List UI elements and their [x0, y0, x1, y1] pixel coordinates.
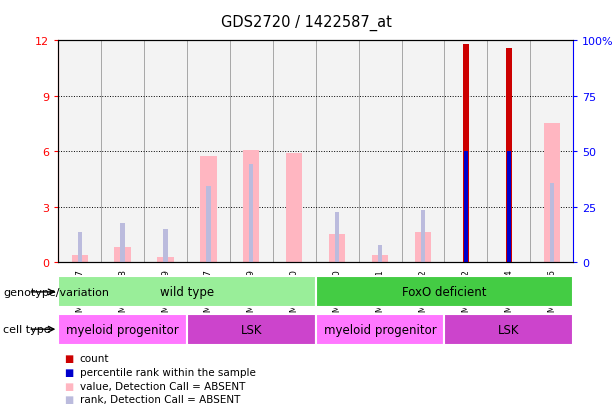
Bar	[359, 41, 402, 262]
Bar	[243, 151, 259, 262]
Bar	[316, 41, 359, 262]
Bar	[506, 152, 511, 262]
Bar	[463, 152, 468, 262]
Bar	[286, 154, 302, 262]
Text: GDS2720 / 1422587_at: GDS2720 / 1422587_at	[221, 14, 392, 31]
Bar	[444, 314, 573, 345]
Text: wild type: wild type	[160, 286, 214, 299]
Bar	[120, 223, 125, 262]
Text: ■: ■	[64, 367, 74, 377]
Text: ■: ■	[64, 381, 74, 391]
Bar	[415, 233, 431, 262]
Bar	[200, 157, 216, 262]
Text: ■: ■	[64, 394, 74, 404]
Bar	[378, 246, 383, 262]
Bar	[530, 41, 573, 262]
Bar	[58, 314, 187, 345]
Text: myeloid progenitor: myeloid progenitor	[324, 323, 436, 336]
Text: percentile rank within the sample: percentile rank within the sample	[80, 367, 256, 377]
Bar	[206, 187, 211, 262]
Text: FoxO deficient: FoxO deficient	[402, 286, 487, 299]
Bar	[544, 124, 560, 262]
Bar	[316, 314, 444, 345]
Bar	[329, 235, 345, 262]
Bar	[549, 183, 554, 262]
Bar	[144, 41, 187, 262]
Bar	[335, 213, 340, 262]
Text: rank, Detection Call = ABSENT: rank, Detection Call = ABSENT	[80, 394, 240, 404]
Bar	[101, 41, 144, 262]
Bar	[444, 41, 487, 262]
Text: cell type: cell type	[3, 324, 51, 334]
Bar	[187, 41, 230, 262]
Bar	[316, 277, 573, 308]
Bar	[72, 255, 88, 262]
Bar	[421, 211, 425, 262]
Bar	[77, 233, 82, 262]
Text: value, Detection Call = ABSENT: value, Detection Call = ABSENT	[80, 381, 245, 391]
Text: ■: ■	[64, 354, 74, 363]
Bar	[163, 229, 168, 262]
Bar	[463, 45, 469, 262]
Text: myeloid progenitor: myeloid progenitor	[66, 323, 179, 336]
Bar	[158, 258, 173, 262]
Bar	[273, 41, 316, 262]
Bar	[58, 277, 316, 308]
Text: LSK: LSK	[498, 323, 520, 336]
Text: count: count	[80, 354, 109, 363]
Text: genotype/variation: genotype/variation	[3, 287, 109, 297]
Bar	[506, 49, 512, 262]
Bar	[372, 255, 388, 262]
Bar	[402, 41, 444, 262]
Bar	[230, 41, 273, 262]
Bar	[58, 41, 101, 262]
Bar	[487, 41, 530, 262]
Bar	[115, 247, 131, 262]
Bar	[187, 314, 316, 345]
Bar	[249, 165, 254, 262]
Text: LSK: LSK	[240, 323, 262, 336]
